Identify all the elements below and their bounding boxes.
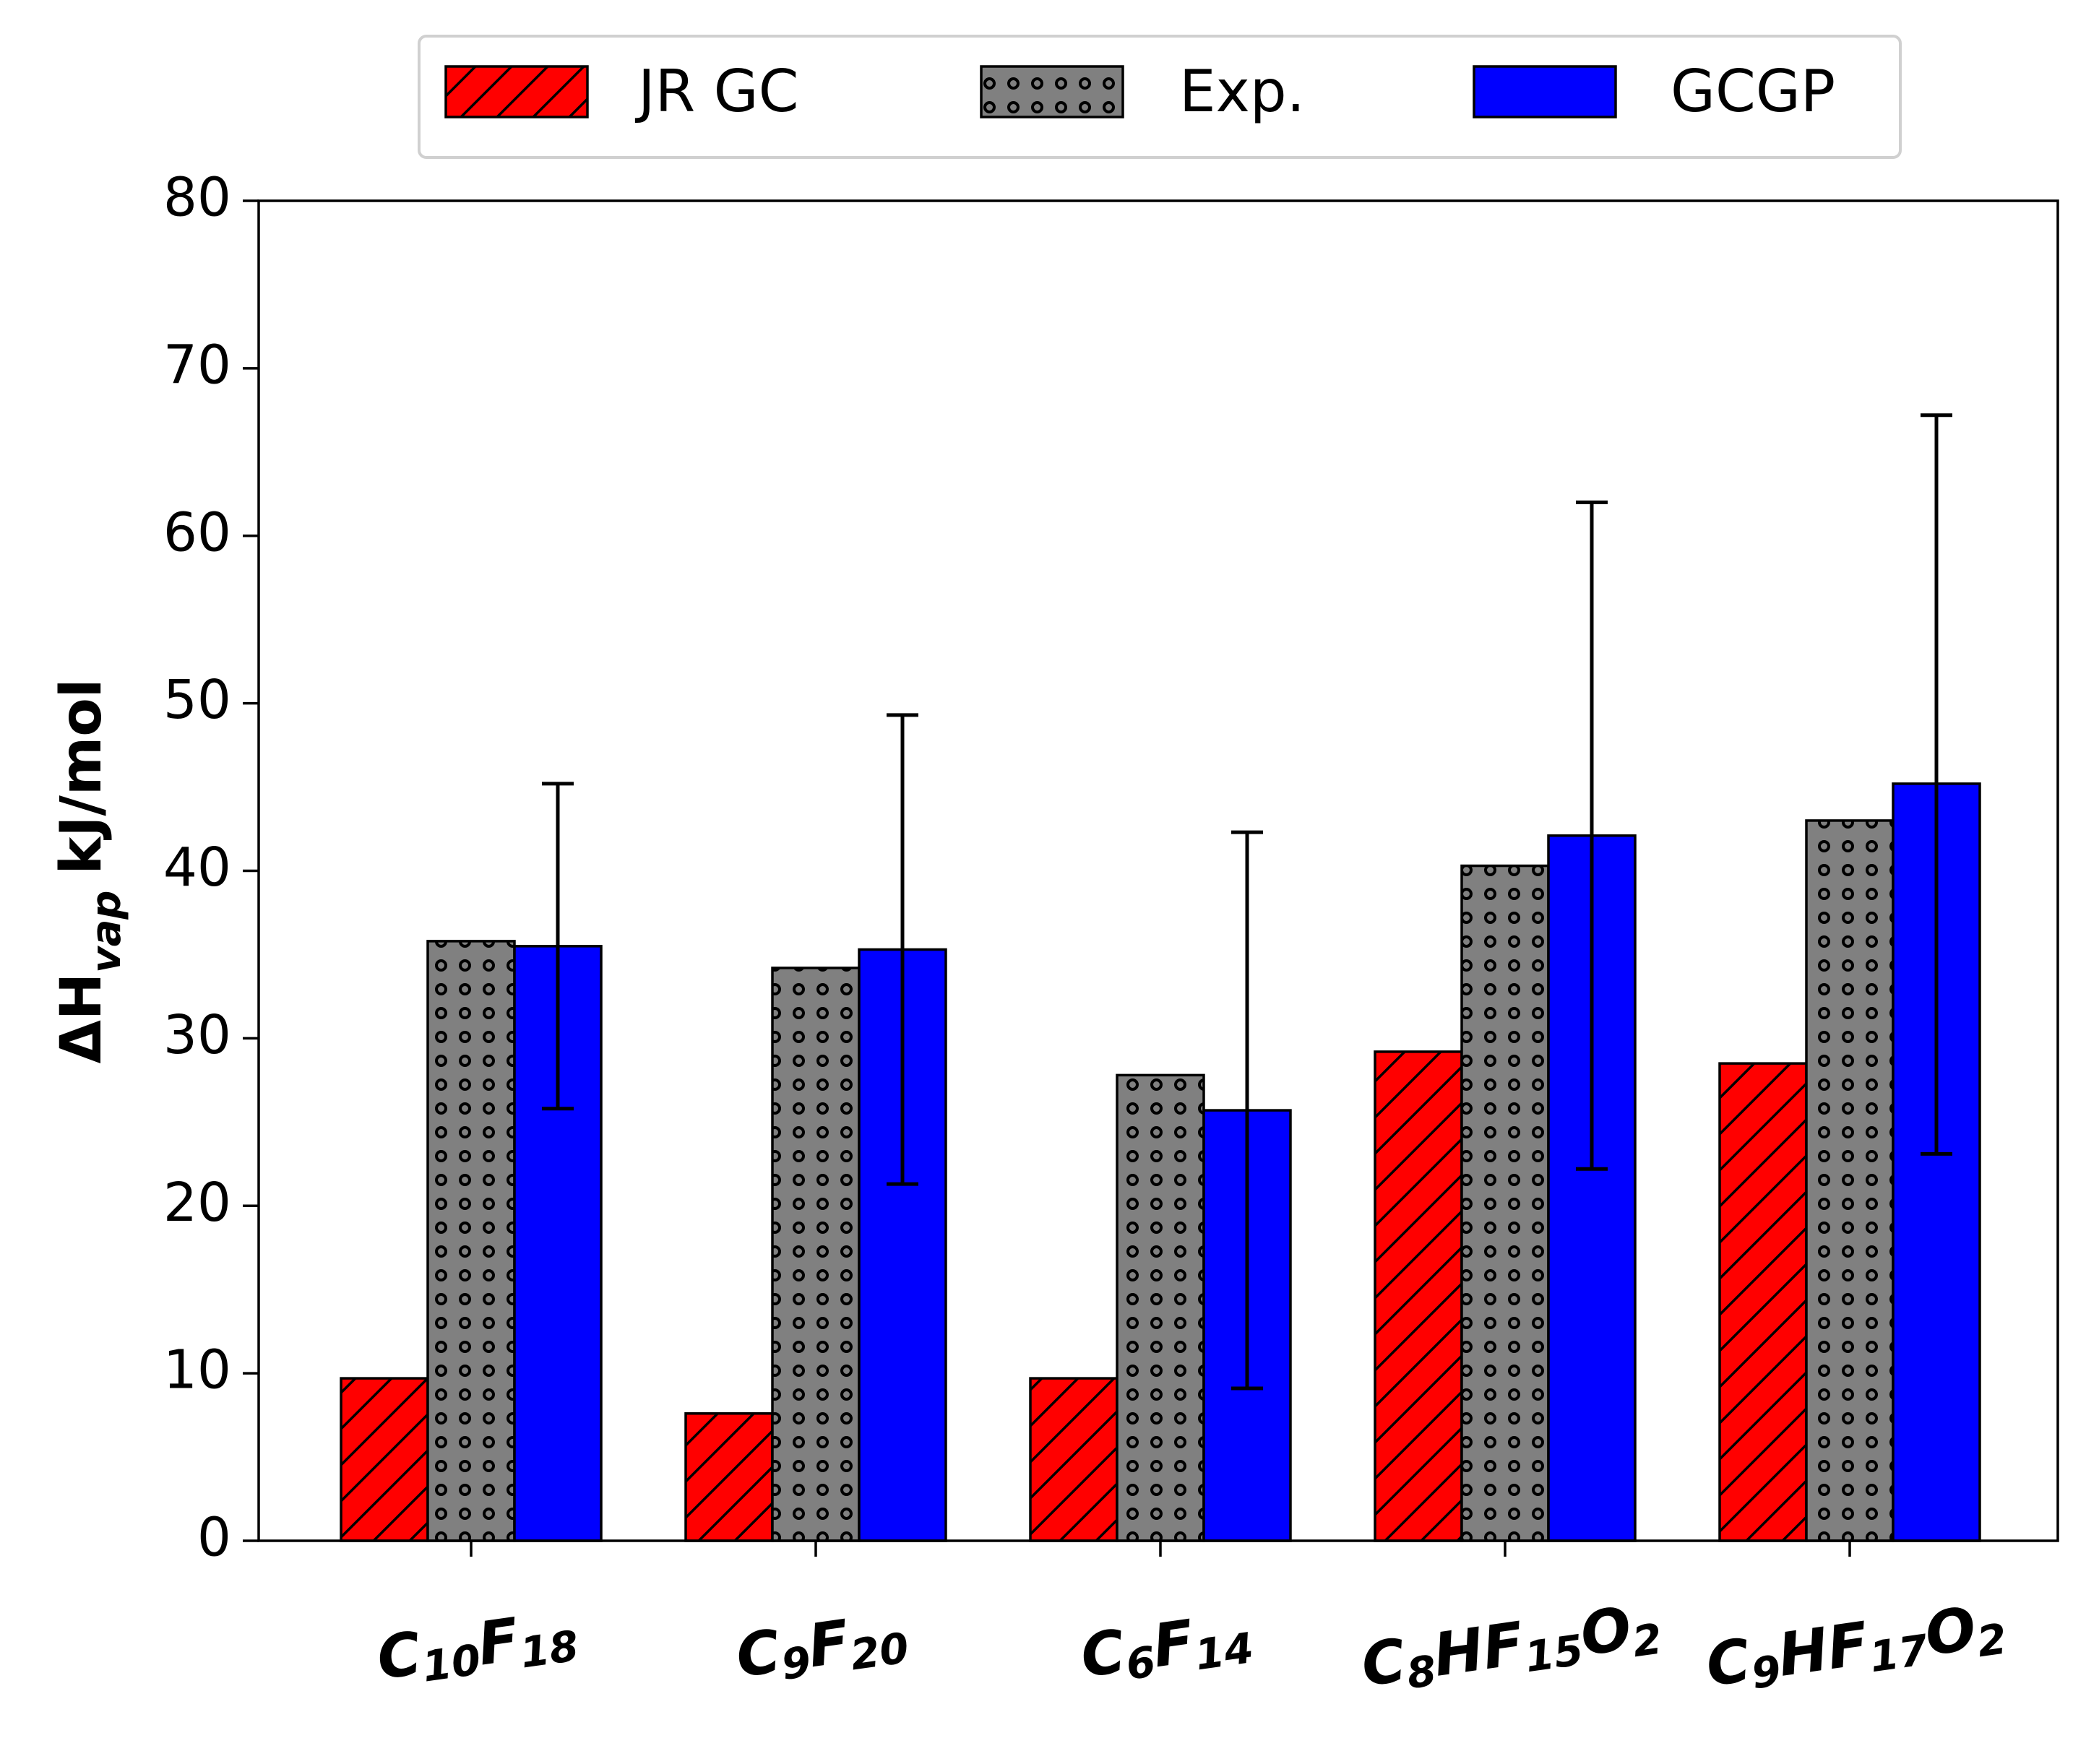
legend-label-exp: Exp.	[1179, 58, 1305, 125]
y-axis-label-subscript: vap	[83, 890, 130, 972]
bar-gcgp-3	[1547, 834, 1637, 1542]
legend-swatch-gcgp	[1473, 65, 1617, 118]
y-tick-label-0: 0	[197, 1507, 231, 1569]
bar-jr-gc-3	[1374, 1050, 1463, 1542]
x-tick-label-1: C9F20	[732, 1599, 912, 1695]
y-tick-label-80: 80	[163, 167, 231, 229]
x-tick-label-0: C10F18	[373, 1597, 582, 1698]
x-tick-label-2: C6F14	[1077, 1599, 1257, 1695]
bars-layer	[340, 782, 1981, 1542]
error-bar-gcgp-0	[542, 782, 574, 1111]
bar-exp-0	[426, 940, 516, 1542]
legend-label-gcgp: GCGP	[1671, 58, 1835, 125]
y-axis-label: ΔHvapkJ/mol	[49, 678, 129, 1063]
error-bar-gcgp-3	[1576, 500, 1608, 1171]
y-tick-label-60: 60	[163, 501, 231, 563]
legend: JR GC Exp. GCGP	[418, 35, 1902, 159]
bar-jr-gc-1	[684, 1412, 774, 1542]
bar-jr-gc-0	[340, 1377, 429, 1542]
x-tick-label-3: C8HF15O2	[1358, 1591, 1665, 1705]
legend-label-jr-gc: JR GC	[634, 58, 798, 125]
bar-exp-2	[1116, 1073, 1205, 1542]
legend-swatch-exp	[980, 65, 1124, 118]
error-bar-gcgp-2	[1231, 830, 1263, 1391]
y-tick-label-50: 50	[163, 669, 231, 731]
x-tick-label-4: C9HF17O2	[1702, 1591, 2010, 1705]
bar-jr-gc-4	[1718, 1062, 1808, 1542]
legend-swatch-jr-gc	[444, 65, 589, 118]
y-tick-label-10: 10	[163, 1339, 231, 1401]
y-axis: 0 10 20 30 40 50 60 70 80	[163, 167, 259, 1569]
x-axis: C10F18 C9F20 C6F14 C8HF15O2 C9HF17O2	[373, 1541, 2010, 1705]
y-tick-label-20: 20	[163, 1172, 231, 1234]
y-tick-label-30: 30	[163, 1004, 231, 1066]
y-tick-label-70: 70	[163, 334, 231, 396]
error-bars-layer	[542, 413, 1952, 1391]
error-bar-gcgp-4	[1921, 413, 1952, 1156]
y-tick-label-40: 40	[163, 836, 231, 899]
bar-exp-1	[771, 967, 861, 1542]
bar-exp-3	[1460, 864, 1550, 1542]
bar-jr-gc-2	[1029, 1377, 1119, 1542]
error-bar-gcgp-1	[887, 713, 918, 1186]
bar-exp-4	[1805, 819, 1895, 1542]
